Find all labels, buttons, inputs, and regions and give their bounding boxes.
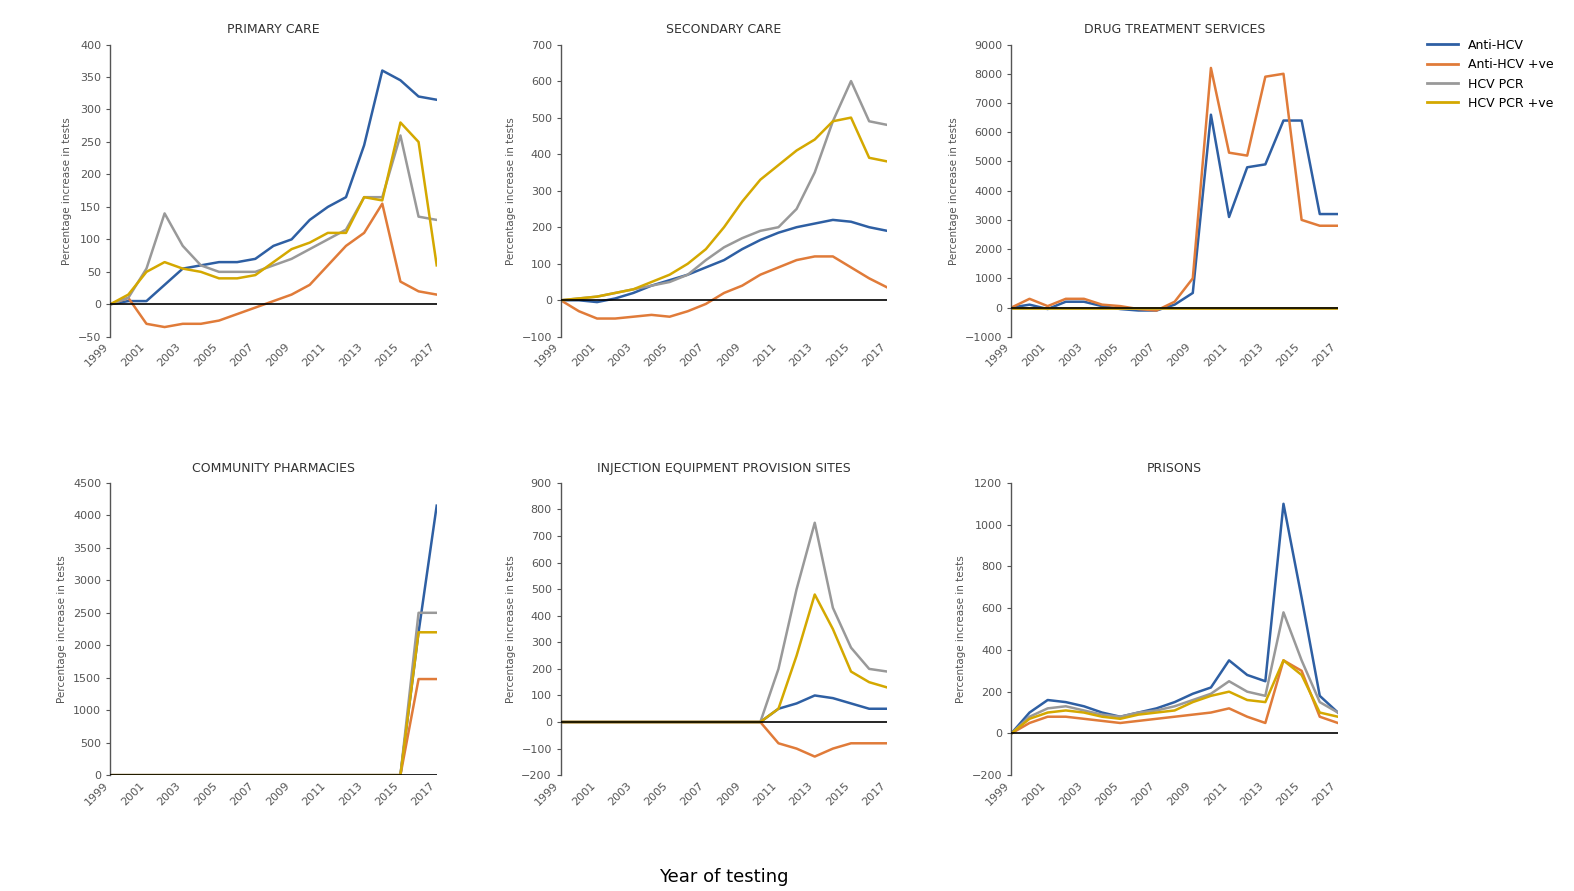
Y-axis label: Percentage increase in tests: Percentage increase in tests bbox=[58, 555, 68, 703]
Title: SECONDARY CARE: SECONDARY CARE bbox=[666, 23, 782, 37]
Y-axis label: Percentage increase in tests: Percentage increase in tests bbox=[505, 117, 516, 265]
Title: COMMUNITY PHARMACIES: COMMUNITY PHARMACIES bbox=[192, 462, 356, 475]
Title: DRUG TREATMENT SERVICES: DRUG TREATMENT SERVICES bbox=[1084, 23, 1265, 37]
Text: Year of testing: Year of testing bbox=[660, 868, 789, 886]
Title: PRISONS: PRISONS bbox=[1147, 462, 1203, 475]
Y-axis label: Percentage increase in tests: Percentage increase in tests bbox=[63, 117, 72, 265]
Title: INJECTION EQUIPMENT PROVISION SITES: INJECTION EQUIPMENT PROVISION SITES bbox=[597, 462, 852, 475]
Y-axis label: Percentage increase in tests: Percentage increase in tests bbox=[957, 555, 966, 703]
Y-axis label: Percentage increase in tests: Percentage increase in tests bbox=[949, 117, 960, 265]
Y-axis label: Percentage increase in tests: Percentage increase in tests bbox=[505, 555, 516, 703]
Legend: Anti-HCV, Anti-HCV +ve, HCV PCR, HCV PCR +ve: Anti-HCV, Anti-HCV +ve, HCV PCR, HCV PCR… bbox=[1420, 33, 1560, 116]
Title: PRIMARY CARE: PRIMARY CARE bbox=[227, 23, 320, 37]
